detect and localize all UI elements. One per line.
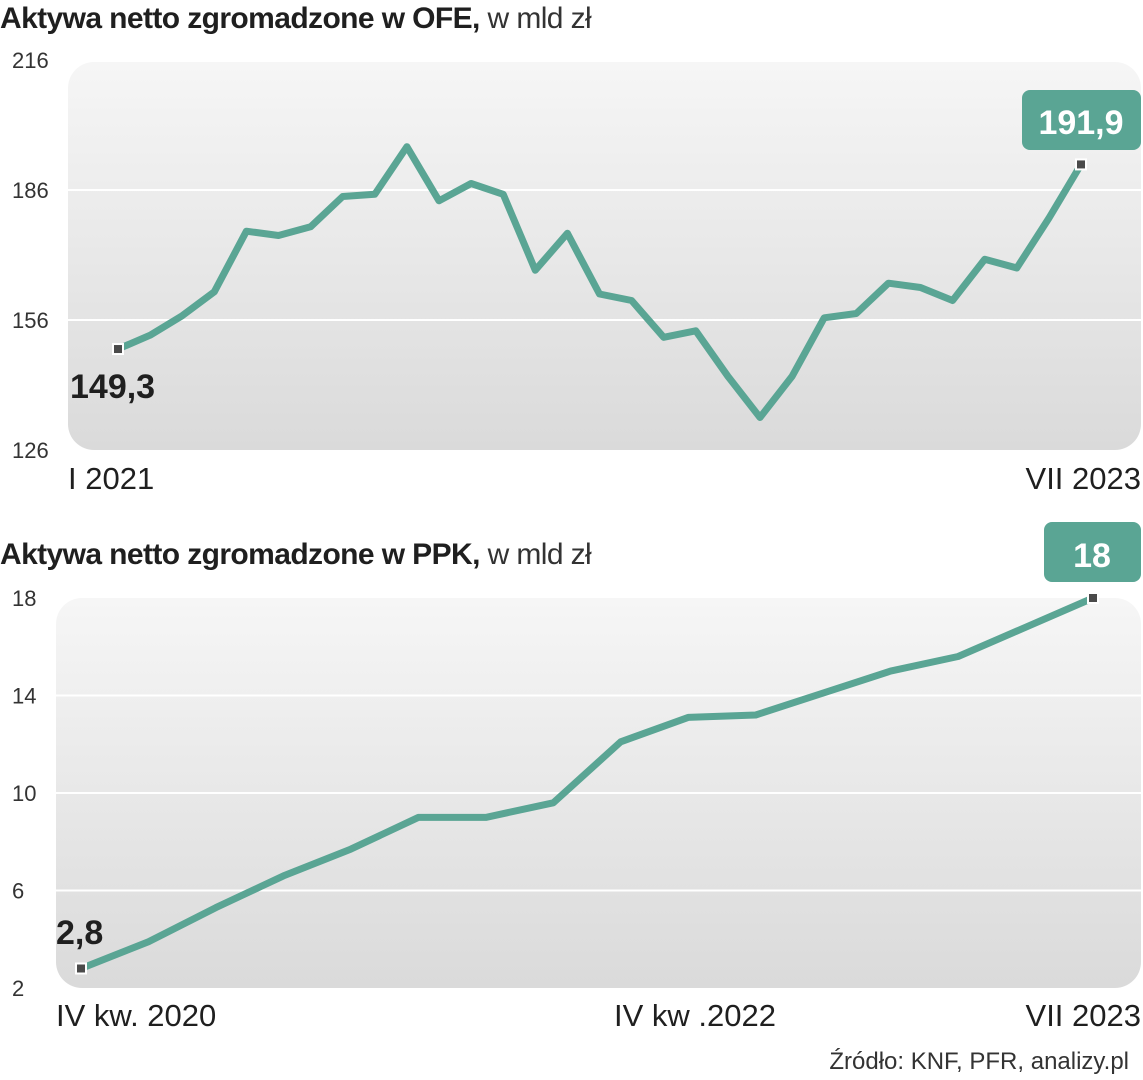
ofe-series-line [114, 143, 1085, 421]
ppk-y-tick-label: 2 [12, 976, 24, 1001]
ofe-data-point [500, 191, 506, 197]
ofe-start-value-label: 149,3 [70, 368, 155, 406]
ppk-y-tick-label: 10 [12, 781, 36, 806]
ofe-data-point [693, 328, 699, 334]
ofe-data-point [404, 144, 410, 150]
ofe-data-point [757, 415, 763, 421]
ppk-chart-unit: w mld zł [487, 538, 592, 571]
ofe-data-point [853, 311, 859, 317]
ppk-chart: 18 14 10 6 2 IV kw. 2020 IV kw .2022 VII 2023 2,… [12, 522, 1141, 1033]
ofe-end-marker [1075, 158, 1087, 171]
ofe-chart: 216 186 156 126 I 2021 VII 2023 149,3 191,9 [12, 48, 1141, 496]
source-note: Źródło: KNF, PFR, analizy.pl [829, 1048, 1129, 1075]
ppk-data-point [213, 905, 219, 911]
ofe-data-point [468, 181, 474, 187]
ppk-end-value-badge [1044, 522, 1141, 582]
ppk-end-value-label: 18 [1073, 537, 1111, 575]
ppk-data-point [280, 873, 286, 879]
ofe-data-point [211, 289, 217, 295]
ofe-data-point [243, 228, 249, 234]
ppk-data-point [483, 814, 489, 820]
ppk-data-point [618, 739, 624, 745]
ofe-data-point [372, 191, 378, 197]
ppk-data-point [685, 714, 691, 720]
ppk-start-marker [75, 962, 87, 975]
ofe-data-point [1046, 215, 1052, 221]
ofe-x-tick-label: I 2021 [68, 461, 154, 496]
ppk-data-point [550, 800, 556, 806]
ofe-start-marker [112, 343, 124, 356]
ppk-data-point [415, 814, 421, 820]
ofe-data-point [147, 332, 153, 338]
ofe-data-point [1014, 265, 1020, 271]
ppk-x-tick-label: IV kw. 2020 [56, 998, 216, 1033]
ofe-data-point [725, 373, 731, 379]
ppk-x-tick-label: IV kw .2022 [614, 998, 776, 1033]
ofe-end-value-label: 191,9 [1038, 104, 1123, 142]
ppk-data-point [753, 712, 759, 718]
ofe-data-point [629, 298, 635, 304]
ppk-data-point [1023, 624, 1029, 630]
ofe-data-point [436, 198, 442, 204]
ofe-data-point [885, 280, 891, 286]
ppk-y-tick-label: 18 [12, 586, 36, 611]
ofe-y-tick-label: 126 [12, 438, 49, 463]
ppk-data-point [348, 846, 354, 852]
ppk-data-point [888, 668, 894, 674]
ofe-data-point [532, 267, 538, 273]
ppk-start-value-label: 2,8 [56, 914, 103, 952]
ppk-y-tick-label: 14 [12, 684, 36, 709]
ofe-end-value-badge [1022, 90, 1141, 150]
ofe-plot-area [68, 62, 1141, 450]
ofe-data-point [982, 256, 988, 262]
ppk-x-tick-label: VII 2023 [1026, 998, 1141, 1033]
ofe-y-tick-label: 216 [12, 48, 49, 73]
ofe-data-point [308, 224, 314, 230]
ofe-chart-title: Aktywa netto zgromadzone w OFE, w mld zł [0, 2, 592, 35]
ofe-data-point [564, 230, 570, 236]
ofe-data-point [276, 233, 282, 239]
ppk-series-line [77, 594, 1097, 972]
ofe-data-point [950, 298, 956, 304]
ofe-x-tick-label: VII 2023 [1026, 461, 1141, 496]
ofe-data-point [340, 194, 346, 200]
ofe-data-point [918, 285, 924, 291]
ofe-data-point [789, 373, 795, 379]
ppk-data-point [820, 690, 826, 696]
ofe-data-point [821, 315, 827, 321]
ofe-data-point [597, 291, 603, 297]
ppk-y-tick-label: 6 [12, 879, 24, 904]
ppk-chart-title: Aktywa netto zgromadzone w PPK, w mld zł [0, 538, 592, 571]
ofe-data-point [661, 334, 667, 340]
ofe-y-tick-label: 186 [12, 178, 49, 203]
ofe-y-tick-label: 156 [12, 308, 49, 333]
ppk-end-marker [1087, 592, 1099, 604]
ppk-data-point [145, 939, 151, 945]
ppk-data-point [955, 654, 961, 660]
ofe-chart-unit: w mld zł [487, 2, 592, 35]
ofe-data-point [179, 313, 185, 319]
